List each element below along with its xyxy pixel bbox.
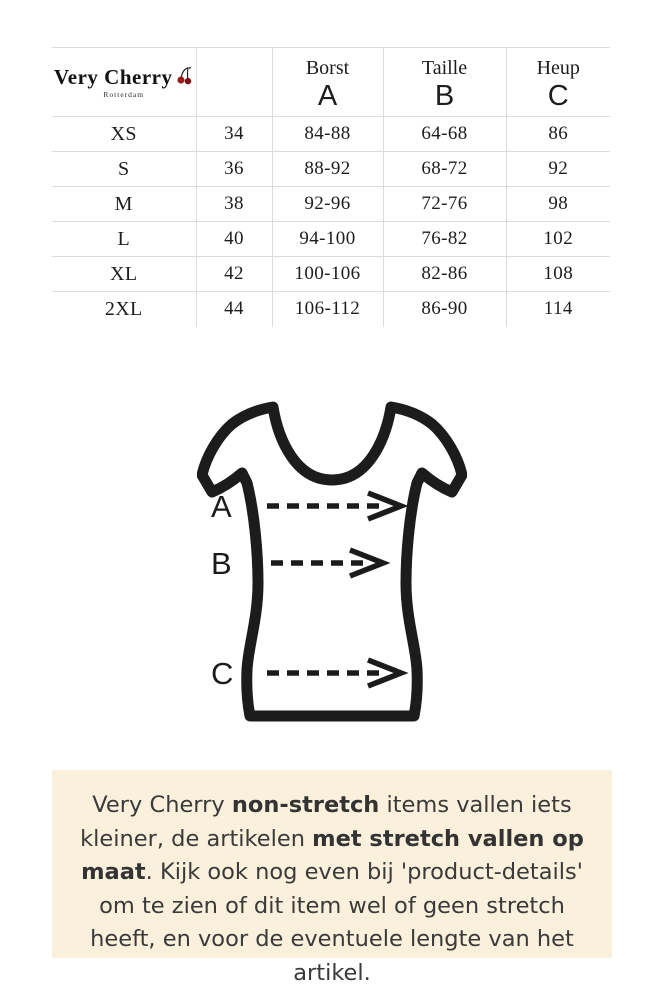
measure-arrow-a-head	[366, 490, 409, 522]
measure-label-a: A	[211, 489, 232, 524]
cell-heup: 86	[506, 116, 610, 152]
cell-borst: 94-100	[272, 221, 384, 257]
note-bold-segment: met stretch vallen op maat	[81, 825, 584, 886]
table-row: M 38 92-96 72-76 98	[52, 186, 610, 222]
table-row: L 40 94-100 76-82 102	[52, 221, 610, 257]
header-taille-letter: B	[434, 80, 455, 112]
header-heup-letter: C	[547, 80, 569, 112]
shirt-measurement-diagram: A B C	[196, 393, 468, 745]
cell-taille: 64-68	[383, 116, 507, 152]
shirt-outline: A B C	[196, 401, 468, 722]
header-borst: Borst A	[272, 47, 384, 117]
cell-eu: 42	[196, 256, 273, 292]
cell-borst: 92-96	[272, 186, 384, 222]
cell-size: XS	[52, 116, 197, 152]
note-segment: items vallen iets kleiner, de artikelen	[80, 792, 572, 852]
cell-size: S	[52, 151, 197, 187]
cell-taille: 86-90	[383, 291, 507, 327]
measure-label-b: B	[211, 546, 232, 581]
header-eu-size	[196, 47, 273, 117]
cell-eu: 40	[196, 221, 273, 257]
cell-borst: 106-112	[272, 291, 384, 327]
cell-borst: 88-92	[272, 151, 384, 187]
stretch-note-box: Very Cherry non-stretch items vallen iet…	[52, 770, 612, 986]
cell-eu: 44	[196, 291, 273, 327]
note-bold-segment: non-stretch	[231, 792, 380, 818]
measure-arrow-c-head	[366, 657, 409, 689]
cell-taille: 72-76	[383, 186, 507, 222]
cell-eu: 36	[196, 151, 273, 187]
header-taille: Taille B	[383, 47, 507, 117]
cell-size: XL	[52, 256, 197, 292]
cell-size: M	[52, 186, 197, 222]
cell-taille: 68-72	[383, 151, 507, 187]
cherry-icon	[177, 66, 193, 85]
cell-eu: 38	[196, 186, 273, 222]
size-table: Very Cherry Rotterdam	[52, 47, 610, 327]
table-header-row: Very Cherry Rotterdam	[52, 47, 610, 117]
cell-taille: 82-86	[383, 256, 507, 292]
cell-heup: 98	[506, 186, 610, 222]
header-borst-label: Borst	[305, 57, 350, 79]
logo-cell: Very Cherry Rotterdam	[52, 47, 197, 117]
note-segment: Very Cherry	[92, 792, 232, 818]
brand-city: Rotterdam	[103, 90, 145, 99]
stretch-note-text: Very Cherry non-stretch items vallen iet…	[64, 789, 600, 990]
cell-eu: 34	[196, 116, 273, 152]
cell-heup: 102	[506, 221, 610, 257]
cell-heup: 114	[543, 298, 573, 320]
header-heup: Heup C	[506, 47, 610, 117]
cell-size: L	[52, 221, 197, 257]
cell-size: 2XL	[52, 291, 197, 327]
cell-heup: 92	[506, 151, 610, 187]
header-borst-letter: A	[317, 80, 338, 112]
table-row: XL 42 100-106 82-86 108	[52, 256, 610, 292]
cell-borst: 84-88	[272, 116, 384, 152]
brand-logo: Very Cherry Rotterdam	[52, 65, 196, 99]
note-segment: . Kijk ook nog even bij 'product-details…	[90, 859, 583, 986]
table-row: XS 34 84-88 64-68 86	[52, 116, 610, 152]
table-row: S 36 88-92 68-72 92	[52, 151, 610, 187]
cell-heup: 108	[506, 256, 610, 292]
measure-label-c: C	[211, 656, 233, 691]
header-taille-label: Taille	[421, 57, 468, 79]
header-heup-label: Heup	[536, 57, 580, 79]
brand-name: Very Cherry	[54, 65, 173, 89]
measure-arrow-b-head	[348, 547, 391, 579]
cell-borst: 100-106	[272, 256, 384, 292]
cell-taille: 76-82	[383, 221, 507, 257]
table-row: 2XL 44 106-112 86-90 114	[52, 291, 610, 327]
